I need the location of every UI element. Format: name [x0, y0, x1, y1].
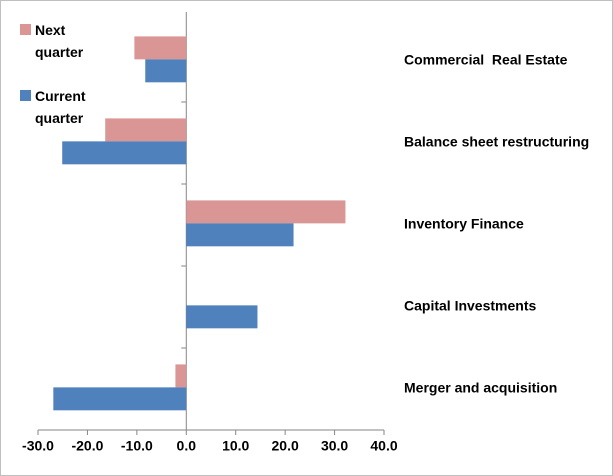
legend-label: Next quarter [35, 22, 84, 60]
bar [186, 223, 294, 247]
bar [186, 305, 258, 329]
category-label: Commercial Real Estate [404, 52, 568, 68]
legend-item: Next quarter [20, 19, 95, 63]
legend-swatch [20, 90, 31, 101]
bar [105, 118, 187, 142]
category-label: Merger and acquisition [404, 380, 557, 396]
x-tick-label: -30.0 [22, 438, 54, 454]
legend-item: Current quarter [20, 85, 95, 129]
bar [53, 387, 187, 411]
legend-label: Current quarter [35, 88, 86, 126]
x-tick-label: -10.0 [121, 438, 153, 454]
bar [175, 364, 187, 388]
legend-swatch [20, 24, 31, 35]
x-tick-label: 40.0 [370, 438, 397, 454]
x-tick-label: 0.0 [177, 438, 197, 454]
x-tick-label: 10.0 [222, 438, 249, 454]
bar [186, 200, 346, 224]
category-label: Balance sheet restructuring [404, 134, 589, 150]
x-tick-label: -20.0 [71, 438, 103, 454]
category-label: Inventory Finance [404, 216, 524, 232]
bar [62, 141, 187, 165]
x-tick-label: 20.0 [272, 438, 299, 454]
bar [145, 59, 187, 83]
bar [134, 36, 187, 60]
category-label: Capital Investments [404, 298, 536, 314]
x-tick-label: 30.0 [321, 438, 348, 454]
